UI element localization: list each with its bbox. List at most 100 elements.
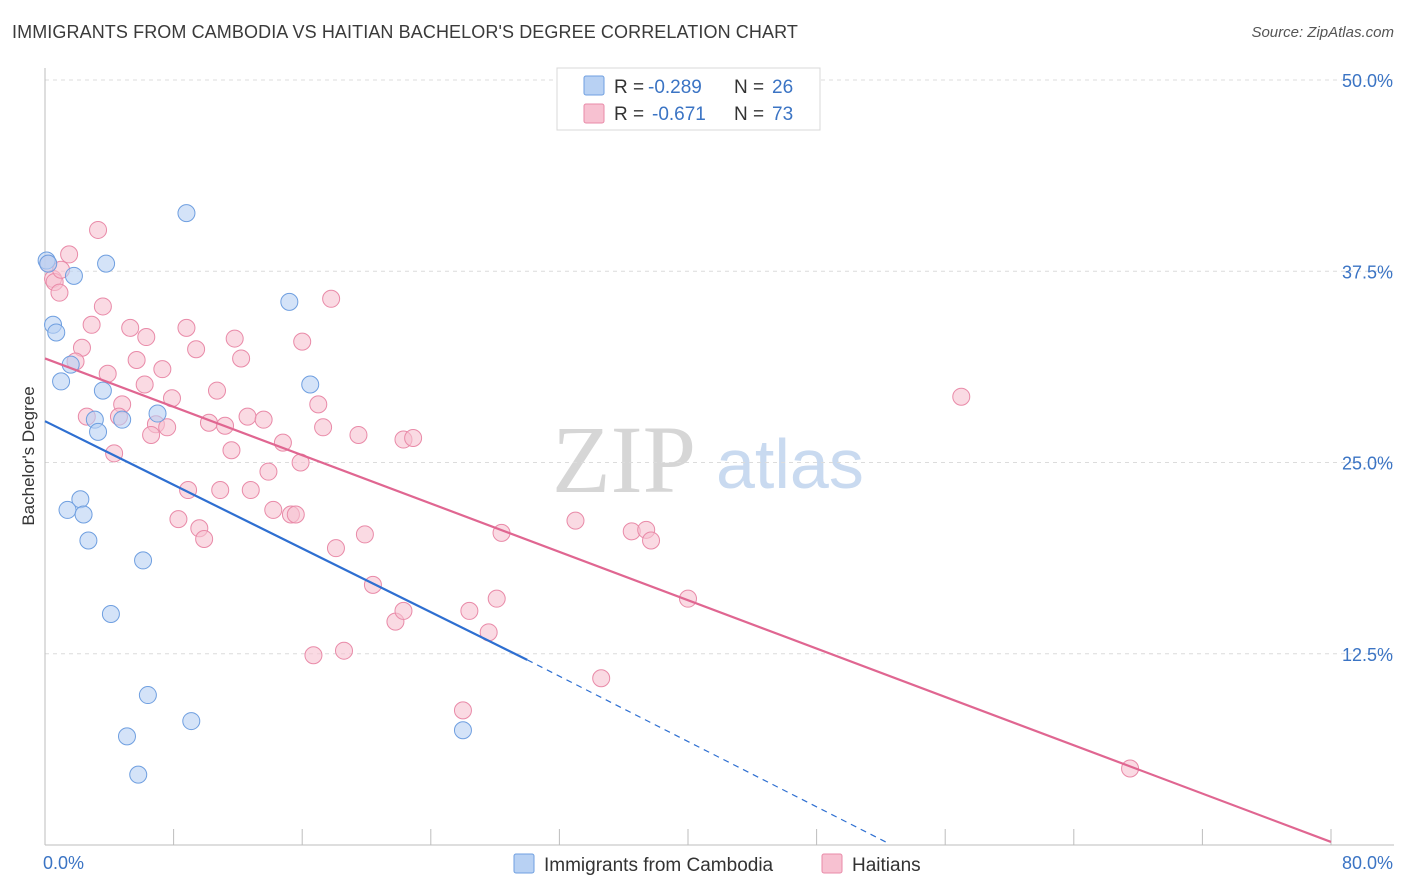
series-legend: Immigrants from Cambodia Haitians	[513, 853, 921, 876]
cambodia-point-2	[64, 266, 83, 285]
haitian-point-28	[158, 418, 177, 437]
haitian-point-70	[592, 669, 611, 688]
haitian-point-10	[137, 328, 156, 347]
legend-n-value-haitian: 73	[772, 104, 793, 125]
cambodia-point-26	[453, 721, 472, 740]
haitian-point-71	[453, 701, 472, 720]
cambodia-point-5	[52, 372, 71, 391]
y-tick-label-0: 12.5%	[1342, 645, 1393, 665]
haitian-point-17	[187, 340, 206, 359]
haitian-point-18	[225, 329, 244, 348]
haitian-point-54	[326, 539, 345, 558]
cambodia-point-4	[47, 323, 66, 342]
haitian-point-72	[952, 387, 971, 406]
y-tick-label-3: 50.0%	[1342, 71, 1393, 91]
y-axis-label: Bachelor's Degree	[19, 386, 38, 525]
cambodia-point-19	[79, 531, 98, 550]
haitian-point-38	[222, 441, 241, 460]
haitian-point-4	[60, 245, 79, 264]
haitian-point-36	[142, 425, 161, 444]
haitian-point-48	[264, 500, 283, 519]
haitian-point-51	[169, 510, 188, 529]
haitian-point-55	[355, 525, 374, 544]
haitian-point-50	[286, 505, 305, 524]
legend-r-value-haitian: -0.671	[652, 104, 706, 125]
bottom-legend-label-haitian: Haitians	[852, 855, 921, 876]
cambodia-point-7	[93, 381, 112, 400]
watermark-atlas: atlas	[716, 425, 864, 503]
haitian-point-31	[238, 407, 257, 426]
cambodia-point-22	[138, 686, 157, 705]
haitian-point-32	[254, 410, 273, 429]
cambodia-point-10	[113, 410, 132, 429]
axes	[44, 68, 1394, 846]
legend-n-label-cambodia: N =	[734, 77, 769, 98]
haitian-point-9	[121, 318, 140, 337]
haitian-point-15	[127, 350, 146, 369]
haitian-point-21	[322, 289, 341, 308]
haitian-point-63	[394, 601, 413, 620]
bottom-legend-swatch-cambodia	[513, 853, 535, 874]
legend-swatch-haitian	[583, 103, 605, 124]
cambodia-point-17	[58, 500, 77, 519]
haitian-point-43	[259, 462, 278, 481]
y-tick-label-2: 37.5%	[1342, 262, 1393, 282]
haitian-point-65	[487, 589, 506, 608]
cambodia-point-1	[39, 254, 58, 273]
haitian-point-46	[211, 481, 230, 500]
haitian-trendline	[44, 357, 1332, 843]
cambodia-point-11	[148, 404, 167, 423]
haitian-point-20	[293, 332, 312, 351]
legend-n-value-cambodia: 26	[772, 77, 793, 98]
cambodia-points	[37, 204, 472, 784]
cambodia-point-12	[97, 254, 116, 273]
bottom-legend-label-cambodia: Immigrants from Cambodia	[544, 855, 774, 876]
y-tick-label-1: 25.0%	[1342, 454, 1393, 474]
haitian-point-60	[642, 531, 661, 550]
x-tick-label-0: 0.0%	[43, 853, 84, 873]
cambodia-trendline	[44, 420, 528, 661]
haitian-point-24	[208, 381, 227, 400]
haitian-point-8	[93, 297, 112, 316]
bottom-legend-swatch-haitian	[821, 853, 843, 874]
chart-title: IMMIGRANTS FROM CAMBODIA VS HAITIAN BACH…	[12, 22, 798, 42]
watermark-zip: ZIP	[552, 406, 696, 513]
haitian-point-61	[363, 575, 382, 594]
legend-swatch-cambodia	[583, 75, 605, 96]
cambodia-point-15	[301, 375, 320, 394]
cambodia-point-23	[117, 727, 136, 746]
trendlines	[44, 357, 1332, 843]
cambodia-point-21	[101, 604, 120, 623]
cambodia-point-9	[89, 422, 108, 441]
cambodia-point-20	[134, 551, 153, 570]
stats-legend: R = -0.289 N = 26 R = -0.671 N = 73	[556, 67, 821, 131]
haitian-point-11	[177, 318, 196, 337]
haitian-point-22	[135, 375, 154, 394]
legend-r-label-haitian: R =	[614, 104, 649, 125]
haitian-point-41	[404, 429, 423, 448]
haitian-point-5	[50, 283, 69, 302]
haitian-point-7	[82, 315, 101, 334]
cambodia-point-18	[74, 505, 93, 524]
chart-source: Source: ZipAtlas.com	[1251, 24, 1394, 41]
haitian-point-16	[153, 360, 172, 379]
y-tick-labels: 12.5% 25.0% 37.5% 50.0%	[1342, 71, 1393, 665]
cambodia-trendline-extension	[526, 659, 886, 843]
haitian-point-64	[460, 601, 479, 620]
haitian-point-35	[349, 425, 368, 444]
haitian-point-57	[566, 511, 585, 530]
haitian-point-6	[89, 220, 108, 239]
gridlines	[45, 79, 1394, 655]
haitian-point-68	[304, 646, 323, 665]
cambodia-point-25	[129, 765, 148, 784]
cambodia-point-14	[280, 292, 299, 311]
x-tick-labels: 0.0% 80.0%	[43, 853, 1393, 873]
haitian-point-19	[232, 349, 251, 368]
haitian-point-33	[309, 395, 328, 414]
cambodia-point-13	[177, 204, 196, 223]
haitian-point-47	[241, 481, 260, 500]
cambodia-point-24	[182, 712, 201, 731]
x-tick-label-1: 80.0%	[1342, 853, 1393, 873]
legend-r-value-cambodia: -0.289	[648, 77, 702, 98]
